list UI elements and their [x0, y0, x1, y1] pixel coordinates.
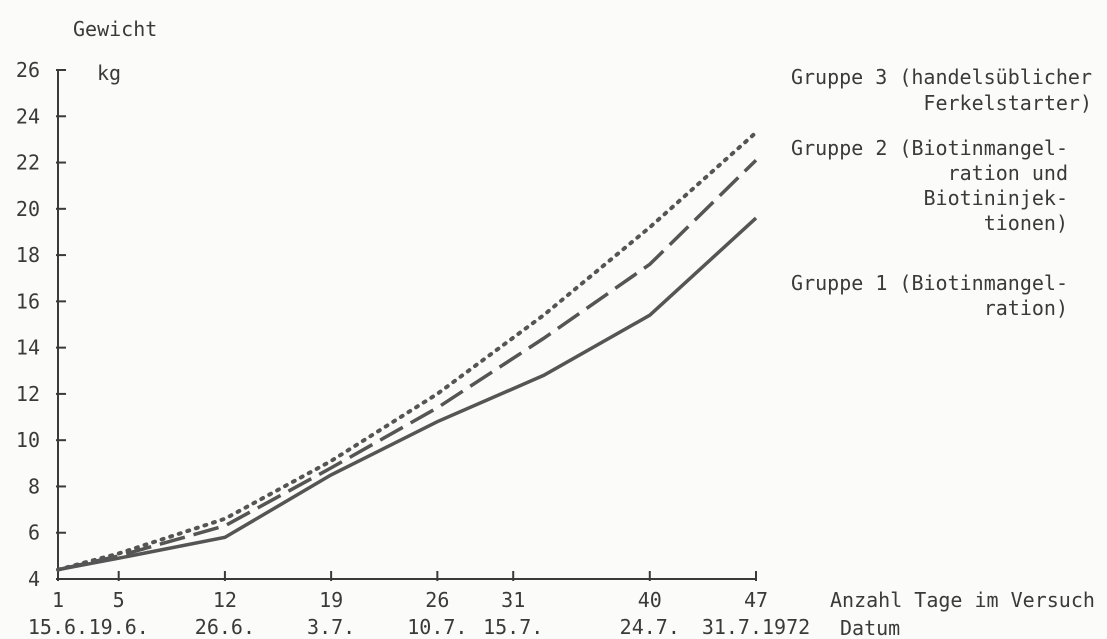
x-tick-label: 12 [213, 588, 237, 612]
y-tick-label: 12 [16, 382, 40, 406]
legend-entry-line: Gruppe 3 (handelsüblicher [791, 65, 1092, 89]
y-tick-label: 18 [16, 243, 40, 267]
x-tick-label: 47 [744, 588, 768, 612]
y-tick-label: 24 [16, 104, 40, 128]
labels-group: Gewicht kg Anzahl Tage im Versuch Datum [73, 17, 1095, 639]
x-date-label: 24.7. [620, 615, 680, 639]
legend-entry-line: Gruppe 2 (Biotinmangel- [791, 136, 1068, 160]
series-group [56, 130, 758, 572]
x-date-label: 10.7. [407, 615, 467, 639]
y-tick-label: 14 [16, 336, 40, 360]
y-tick-label: 26 [16, 58, 40, 82]
x-tick-label: 5 [113, 588, 125, 612]
y-tick-label: 20 [16, 197, 40, 221]
x-date-label: 3.7. [307, 615, 355, 639]
x-tick-label: 26 [425, 588, 449, 612]
x-date-label: 31.7.1972 [702, 615, 810, 639]
x-date-label: 19.6. [89, 615, 149, 639]
series-line-gruppe-2 [57, 158, 758, 572]
x2-axis-label: Datum [840, 616, 900, 639]
series-line-gruppe-3 [56, 130, 758, 572]
legend-entry-line: tionen) [984, 211, 1068, 235]
legend-entry-line: ration und [948, 161, 1068, 185]
y-tick-label: 4 [28, 567, 40, 591]
y-tick-label: 16 [16, 289, 40, 313]
legend-entry-line: Gruppe 1 (Biotinmangel- [791, 271, 1068, 295]
series-line-gruppe-1 [57, 216, 758, 572]
x-date-label: 15.7. [483, 615, 543, 639]
y-tick-label: 6 [28, 521, 40, 545]
legend-entry-line: Ferkelstarter) [923, 91, 1092, 115]
axes: 4 6 8 10 12 14 16 18 20 22 24 26 1 15.6. 5 19.6. 12 26.6.… [16, 58, 810, 639]
x-date-label: 15.6. [28, 615, 88, 639]
y-tick-label: 8 [28, 474, 40, 498]
y-axis-unit: kg [97, 61, 121, 85]
x-tick-label: 40 [638, 588, 662, 612]
y-axis-label: Gewicht [73, 17, 157, 41]
x-tick-label: 19 [319, 588, 343, 612]
x-axis-label: Anzahl Tage im Versuch [830, 588, 1095, 612]
legend: Gruppe 1 (Biotinmangel-ration) Gruppe 2 (… [791, 65, 1092, 320]
y-tick-label: 22 [16, 151, 40, 175]
y-tick-label: 10 [16, 428, 40, 452]
x-tick-label: 1 [52, 588, 64, 612]
legend-entry-line: ration) [984, 296, 1068, 320]
legend-entry-line: Biotininjek- [924, 186, 1069, 210]
x-tick-label: 31 [501, 588, 525, 612]
x-date-label: 26.6. [195, 615, 255, 639]
